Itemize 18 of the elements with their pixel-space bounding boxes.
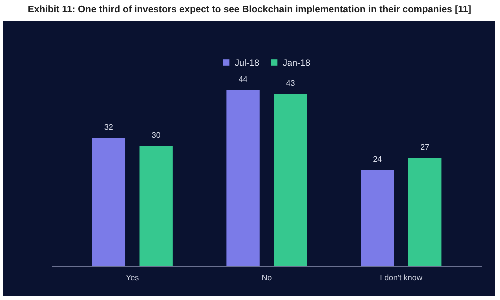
legend-label: Jul-18 <box>235 58 260 68</box>
bar <box>92 138 126 266</box>
x-tick-label: No <box>262 274 273 282</box>
x-tick-label: Yes <box>126 274 140 282</box>
bar <box>226 90 260 266</box>
bar <box>361 170 394 266</box>
data-label: 44 <box>238 75 248 84</box>
data-label: 32 <box>104 123 114 132</box>
data-label: 43 <box>286 79 296 88</box>
legend-label: Jan-18 <box>283 58 311 68</box>
x-tick-label: I don't know <box>380 274 423 282</box>
data-label: 24 <box>373 155 383 164</box>
chart-title: Exhibit 11: One third of investors expect to see Blockchain implementation in their companies [11] <box>28 4 472 16</box>
data-label: 27 <box>420 143 430 152</box>
bar <box>140 146 173 266</box>
data-label: 30 <box>152 131 162 140</box>
bar <box>408 158 442 266</box>
bar <box>274 94 308 266</box>
